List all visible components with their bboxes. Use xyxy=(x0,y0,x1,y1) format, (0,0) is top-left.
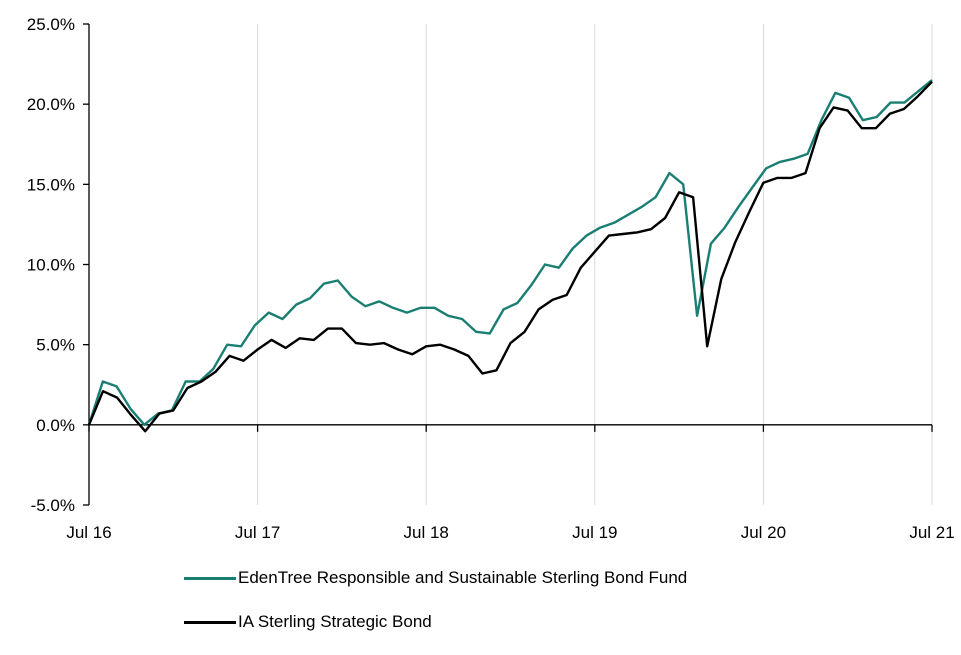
y-tick-label: 10.0% xyxy=(27,256,75,275)
y-tick-label: -5.0% xyxy=(31,496,75,515)
legend-item-ia-sterling: IA Sterling Strategic Bond xyxy=(184,611,884,633)
y-tick-label: 15.0% xyxy=(27,175,75,194)
y-tick-label: 0.0% xyxy=(36,416,75,435)
x-tick-label: Jul 16 xyxy=(66,523,111,542)
x-tick-label: Jul 19 xyxy=(572,523,617,542)
axes xyxy=(83,23,933,506)
legend-item-edentree: EdenTree Responsible and Sustainable Ste… xyxy=(184,567,884,589)
x-axis-tick-labels: Jul 16 Jul 17 Jul 18 Jul 19 Jul 20 Jul 21 xyxy=(66,523,954,542)
series-line-edentree xyxy=(87,79,933,426)
y-tick-label: 5.0% xyxy=(36,336,75,355)
line-chart: -5.0% 0.0% 5.0% 10.0% 15.0% 20.0% 25.0% Jul 16… xyxy=(27,15,955,542)
series-lines xyxy=(87,79,933,433)
legend: EdenTree Responsible and Sustainable Ste… xyxy=(184,567,884,655)
grid-lines xyxy=(257,24,933,505)
series-line-ia-sterling xyxy=(87,80,933,433)
x-tick-label: Jul 21 xyxy=(909,523,954,542)
legend-label-ia-sterling: IA Sterling Strategic Bond xyxy=(238,612,432,631)
legend-label-edentree: EdenTree Responsible and Sustainable Ste… xyxy=(238,568,688,587)
x-tick-label: Jul 18 xyxy=(404,523,449,542)
legend-swatch-edentree xyxy=(184,576,236,580)
y-tick-label: 20.0% xyxy=(27,95,75,114)
x-tick-label: Jul 17 xyxy=(235,523,280,542)
legend-swatch-ia-sterling xyxy=(184,620,236,624)
x-tick-label: Jul 20 xyxy=(741,523,786,542)
y-tick-label: 25.0% xyxy=(27,15,75,34)
y-axis-tick-labels: -5.0% 0.0% 5.0% 10.0% 15.0% 20.0% 25.0% xyxy=(27,15,75,515)
